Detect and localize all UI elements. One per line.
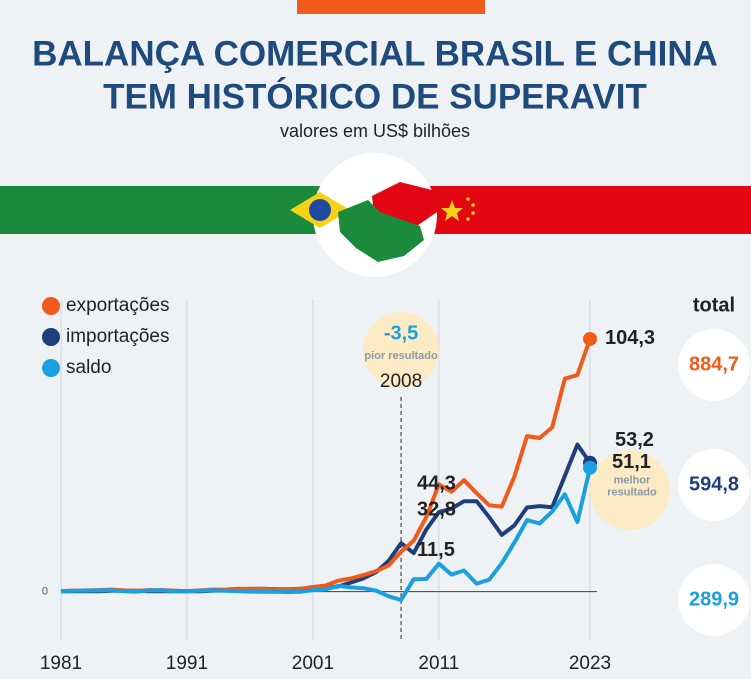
series-line [61,445,590,592]
annotation-note: pior resultado [364,350,438,362]
end-point [583,332,597,346]
total-value: 289,9 [689,588,739,610]
x-tick-label: 2011 [418,653,459,674]
legend-label: saldo [66,357,111,378]
legend-dot [42,328,60,346]
total-value: 594,8 [689,473,739,495]
end-point [583,461,597,475]
annotation-note: resultado [607,487,657,499]
value-label: 44,3 [417,473,456,495]
value-label: 53,2 [615,429,654,451]
y-tick-label: 0 [42,585,48,597]
infographic: BALANÇA COMERCIAL BRASIL E CHINA TEM HIS… [0,0,751,679]
total-value: 884,7 [689,353,739,375]
x-tick-label: 2001 [292,653,334,674]
annotation-note: melhor [614,475,651,487]
title-line: TEM HISTÓRICO DE SUPERAVIT [103,76,647,116]
legend-label: importações [66,326,170,347]
value-label: 104,3 [605,327,655,349]
value-label: 51,1 [612,451,651,473]
legend-label: exportações [66,295,170,316]
x-tick-label: 1981 [40,653,82,674]
value-label: 32,8 [417,498,456,520]
value-label: 11,5 [417,539,455,561]
title-line: BALANÇA COMERCIAL BRASIL E CHINA [32,34,718,73]
top-bar [297,0,485,14]
legend-dot [42,297,60,315]
subtitle: valores em US$ bilhões [280,121,470,141]
total-title: total [693,294,735,316]
flags-banner [0,153,751,277]
legend-dot [42,359,60,377]
annotation-year: 2008 [380,371,422,392]
x-tick-label: 2023 [569,653,611,674]
annotation-value: -3,5 [384,322,418,344]
x-tick-label: 1991 [166,653,208,674]
series-line [61,339,590,591]
